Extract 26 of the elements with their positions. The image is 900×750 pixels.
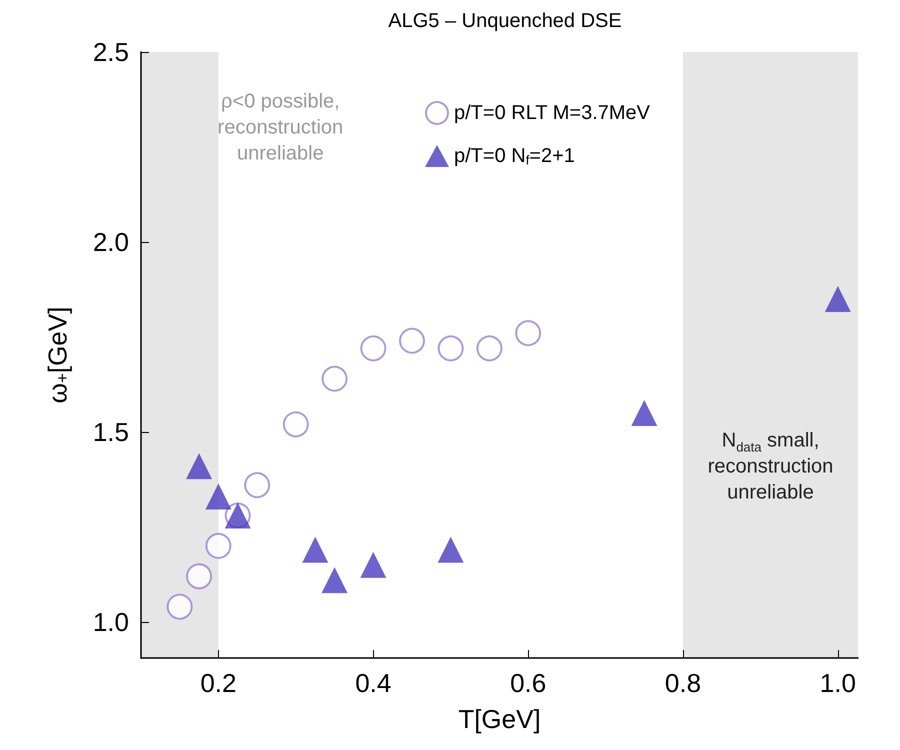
y-tick-label: 1.0 [92,606,129,637]
y-tick-label: 2.5 [92,37,129,67]
point [302,536,328,563]
point [186,453,212,480]
point [631,400,658,426]
point [322,567,348,594]
point [205,532,232,559]
band-label: ρ<0 possible, reconstruction unreliable [218,90,344,164]
point [186,563,212,590]
x-tick-label: 0.2 [200,668,237,698]
y-axis-title: ω+[GeV] [42,306,72,404]
point [205,484,232,510]
point [166,594,193,620]
x-tick-label: 0.4 [355,668,392,698]
point [438,536,464,563]
y-tick-label: 2.0 [92,226,129,257]
y-tick-label: 1.5 [92,416,129,447]
chart-title: ALG5 – Unquenched DSE [388,10,622,32]
legend-label: p/T=0 RLT M=3.7MeV [454,102,651,124]
point [824,286,851,312]
point [360,552,386,578]
x-tick-label: 0.8 [664,668,702,698]
x-tick-label: 0.6 [510,668,546,698]
x-axis-title: T[GeV] [458,704,541,734]
x-tick-label: 1.0 [820,668,856,698]
legend-label: p/T=0 Nf=2+1 [454,145,575,168]
